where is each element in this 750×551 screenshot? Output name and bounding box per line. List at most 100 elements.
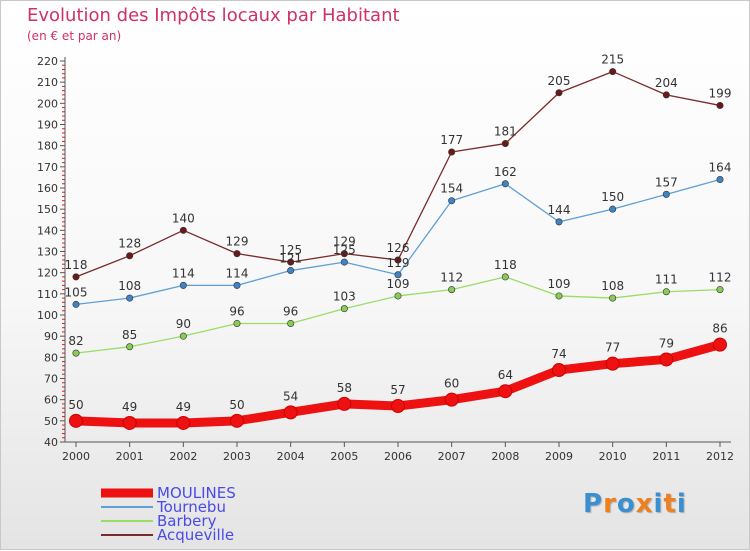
- x-tick-label: 2006: [384, 450, 412, 463]
- data-point-moulines: [230, 413, 244, 428]
- y-tick-label: 180: [37, 140, 58, 153]
- data-label-acqueville: 125: [279, 243, 302, 257]
- data-point-acqueville: [72, 273, 80, 281]
- data-point-acqueville: [501, 140, 509, 148]
- data-point-acqueville: [555, 89, 563, 97]
- data-label-moulines: 64: [498, 368, 513, 382]
- data-point-moulines: [337, 396, 352, 411]
- y-tick-label: 160: [37, 182, 58, 195]
- data-label-moulines: 86: [712, 322, 727, 336]
- data-label-moulines: 50: [229, 398, 244, 412]
- data-point-barbery: [126, 343, 134, 351]
- data-label-acqueville: 118: [65, 258, 88, 272]
- y-tick-label: 220: [37, 55, 58, 68]
- y-tick-label: 110: [37, 288, 58, 301]
- data-point-moulines: [713, 337, 727, 352]
- data-point-acqueville: [233, 250, 241, 258]
- data-point-moulines: [659, 352, 674, 367]
- data-label-moulines: 77: [605, 341, 620, 355]
- x-tick-label: 2002: [169, 450, 197, 463]
- data-label-tournebu: 105: [65, 285, 88, 299]
- data-label-tournebu: 121: [279, 252, 302, 266]
- x-tick-label: 2005: [330, 450, 358, 463]
- data-point-tournebu: [340, 258, 348, 266]
- data-label-tournebu: 164: [709, 161, 732, 175]
- data-point-barbery: [394, 292, 402, 300]
- data-point-tournebu: [287, 267, 295, 275]
- data-point-acqueville: [394, 256, 402, 264]
- data-label-tournebu: 157: [655, 175, 678, 189]
- data-point-moulines: [391, 399, 405, 414]
- data-label-barbery: 109: [387, 277, 410, 291]
- data-label-moulines: 79: [659, 336, 674, 350]
- y-tick-label: 200: [37, 97, 58, 110]
- data-point-barbery: [287, 319, 295, 327]
- legend: MOULINES Tournebu Barbery Acqueville: [101, 484, 301, 544]
- data-label-barbery: 118: [494, 258, 517, 272]
- x-tick-label: 2010: [599, 450, 627, 463]
- data-label-acqueville: 215: [601, 53, 624, 67]
- data-label-barbery: 108: [601, 279, 624, 293]
- data-point-barbery: [609, 294, 617, 302]
- data-point-moulines: [283, 405, 298, 420]
- y-tick-label: 50: [44, 415, 58, 428]
- data-point-barbery: [716, 286, 724, 294]
- x-tick-label: 2008: [491, 450, 519, 463]
- data-point-tournebu: [394, 271, 402, 279]
- data-point-moulines: [605, 356, 620, 371]
- data-point-tournebu: [179, 281, 187, 289]
- data-label-tournebu: 125: [333, 243, 356, 257]
- legend-swatch-acqueville: [101, 534, 153, 536]
- data-point-barbery: [501, 273, 509, 281]
- data-point-barbery: [179, 332, 187, 340]
- data-point-tournebu: [609, 205, 617, 213]
- data-label-acqueville: 128: [118, 237, 141, 251]
- data-point-barbery: [340, 305, 348, 313]
- data-label-acqueville: 140: [172, 211, 195, 225]
- chart-title: Evolution des Impôts locaux par Habitant: [27, 5, 400, 26]
- legend-label-tournebu: Tournebu: [157, 498, 226, 516]
- legend-label-acqueville: Acqueville: [157, 526, 235, 544]
- data-label-tournebu: 108: [118, 279, 141, 293]
- y-tick-label: 170: [37, 161, 58, 174]
- y-tick-label: 90: [44, 330, 58, 343]
- x-tick-label: 2003: [223, 450, 251, 463]
- legend-item-acqueville[interactable]: Acqueville: [101, 526, 301, 544]
- data-point-barbery: [555, 292, 563, 300]
- data-label-barbery: 90: [176, 317, 191, 331]
- y-tick-label: 150: [37, 203, 58, 216]
- data-label-moulines: 50: [68, 398, 83, 412]
- legend-item-tournebu[interactable]: Tournebu: [101, 498, 301, 516]
- legend-item-barbery[interactable]: Barbery: [101, 512, 301, 530]
- proxiti-logo: Proxiti: [583, 489, 687, 519]
- y-tick-label: 140: [37, 224, 58, 237]
- y-tick-label: 80: [44, 351, 58, 364]
- data-point-barbery: [448, 286, 456, 294]
- data-point-tournebu: [501, 180, 509, 188]
- x-tick-label: 2000: [62, 450, 90, 463]
- y-tick-label: 40: [44, 436, 58, 449]
- data-label-acqueville: 129: [333, 235, 356, 249]
- x-tick-label: 2007: [438, 450, 466, 463]
- data-label-barbery: 96: [283, 304, 298, 318]
- data-point-tournebu: [233, 281, 241, 289]
- data-point-moulines: [176, 415, 191, 430]
- x-tick-label: 2009: [545, 450, 573, 463]
- data-label-tournebu: 114: [172, 266, 195, 280]
- legend-item-moulines[interactable]: MOULINES: [101, 484, 301, 502]
- y-tick-label: 190: [37, 119, 58, 132]
- data-point-tournebu: [448, 197, 456, 205]
- data-point-barbery: [72, 349, 80, 357]
- data-point-barbery: [662, 288, 670, 296]
- data-label-moulines: 49: [176, 400, 191, 414]
- data-point-moulines: [69, 413, 83, 428]
- data-label-barbery: 103: [333, 290, 356, 304]
- data-label-moulines: 57: [390, 383, 405, 397]
- data-label-acqueville: 177: [440, 133, 463, 147]
- data-label-barbery: 85: [122, 328, 137, 342]
- data-point-acqueville: [716, 101, 724, 109]
- data-label-tournebu: 144: [548, 203, 571, 217]
- data-label-barbery: 112: [709, 271, 732, 285]
- data-label-tournebu: 119: [387, 256, 410, 270]
